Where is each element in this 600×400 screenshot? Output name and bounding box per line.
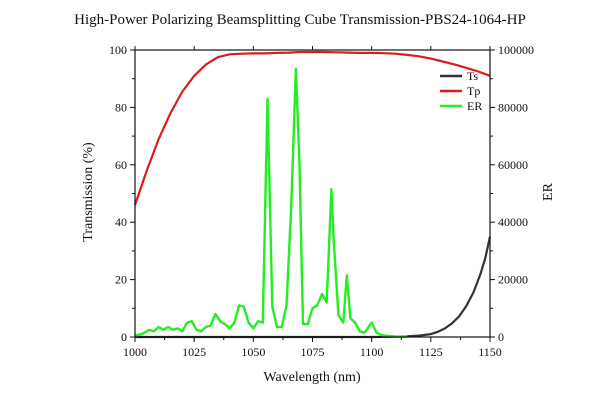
y-right-tick-label: 100000 xyxy=(498,43,534,57)
y-left-tick-label: 20 xyxy=(115,273,127,287)
x-tick-label: 1025 xyxy=(182,345,206,359)
legend-label-er: ER xyxy=(467,99,482,113)
plot-frame xyxy=(134,49,491,338)
y-left-tick-label: 80 xyxy=(115,100,127,114)
x-tick-label: 1050 xyxy=(241,345,265,359)
x-tick-label: 1075 xyxy=(301,345,325,359)
chart-title: High-Power Polarizing Beamsplitting Cube… xyxy=(74,12,526,28)
y-axis-right-label: ER xyxy=(541,182,556,201)
y-left-tick-label: 100 xyxy=(109,43,127,57)
x-tick-label: 1100 xyxy=(360,345,384,359)
y-right-tick-label: 80000 xyxy=(498,100,528,114)
y-right-tick-label: 0 xyxy=(498,330,504,344)
y-right-tick-label: 40000 xyxy=(498,215,528,229)
y-right-tick-label: 60000 xyxy=(498,158,528,172)
y-left-tick-label: 60 xyxy=(115,158,127,172)
y-left-tick-label: 40 xyxy=(115,215,127,229)
x-tick-label: 1125 xyxy=(419,345,443,359)
series-line-er xyxy=(134,67,408,338)
y-axis-left-label: Transmission (%) xyxy=(81,142,96,242)
y-left-tick-label: 0 xyxy=(121,330,127,344)
legend-label-ts: Ts xyxy=(467,69,478,83)
y-right-tick-label: 20000 xyxy=(498,273,528,287)
x-tick-label: 1000 xyxy=(123,345,147,359)
legend-label-tp: Tp xyxy=(467,84,480,98)
x-axis-label: Wavelength (nm) xyxy=(263,370,361,385)
x-tick-label: 1150 xyxy=(478,345,502,359)
series-line-tp xyxy=(133,50,491,206)
